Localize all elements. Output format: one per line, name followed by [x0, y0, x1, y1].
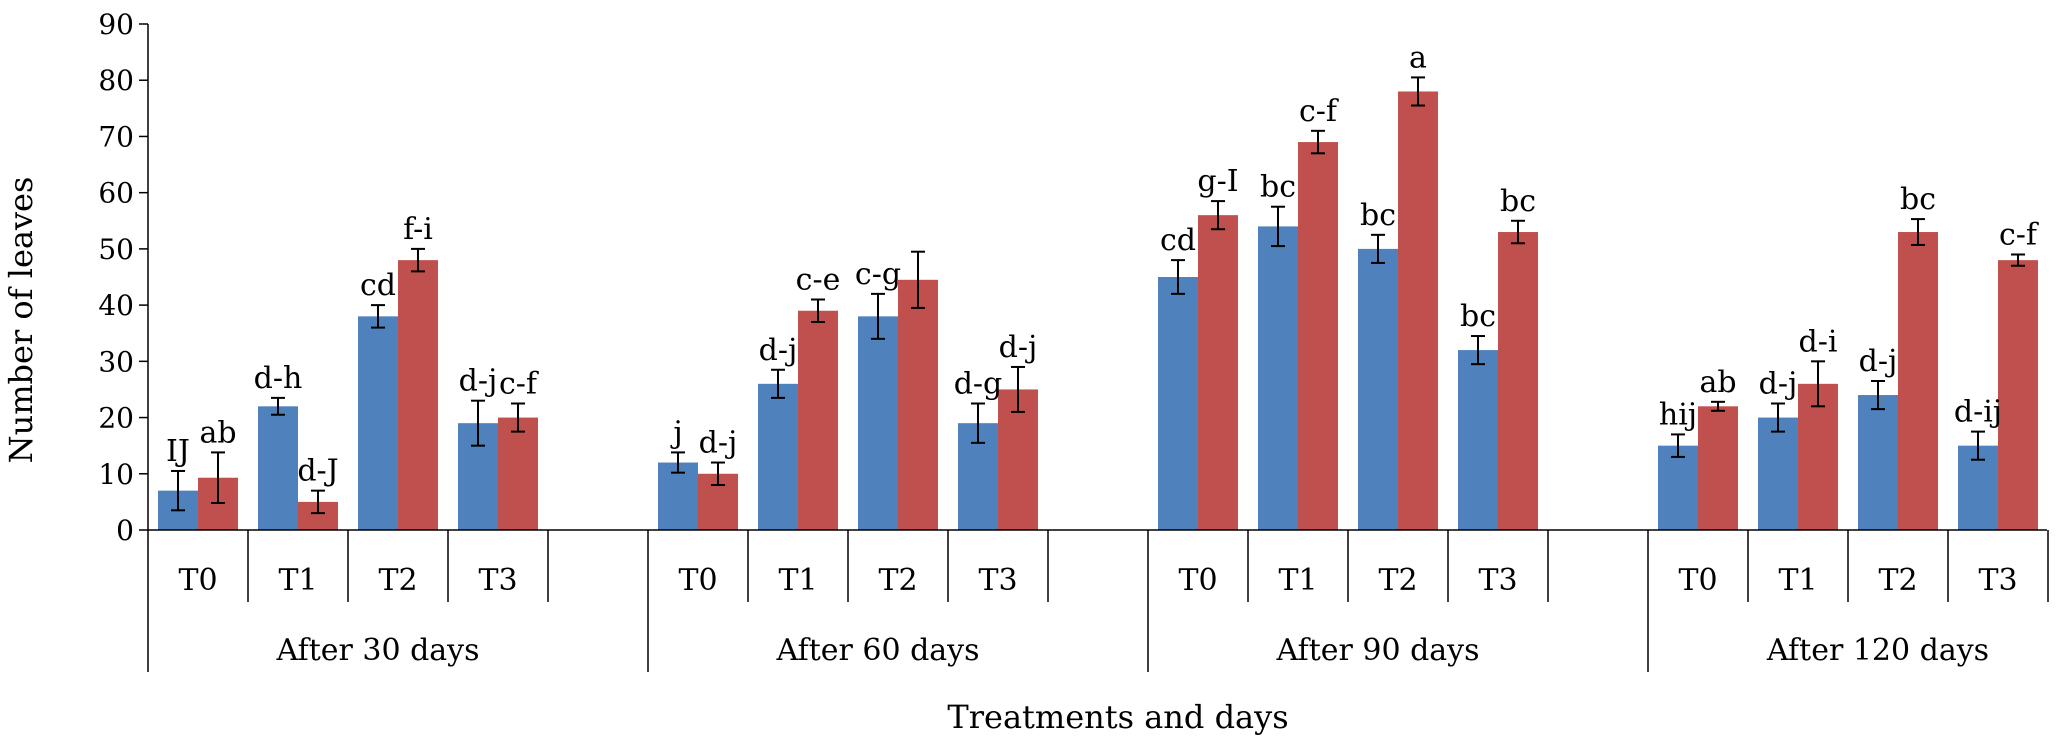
category-label: T2 — [378, 563, 417, 598]
y-tick-label: 90 — [98, 8, 134, 41]
bar-series1 — [1758, 417, 1798, 530]
y-tick-label: 0 — [116, 514, 134, 547]
category-label: T2 — [1378, 563, 1417, 598]
y-tick-label: 20 — [98, 402, 134, 435]
bar-series2 — [1898, 232, 1938, 530]
significance-label: d-j — [1859, 344, 1898, 379]
y-tick-label: 30 — [98, 345, 134, 378]
significance-label: f-i — [403, 212, 433, 247]
bar-series1 — [1358, 248, 1398, 530]
category-label: T1 — [1278, 563, 1317, 598]
y-tick-label: 40 — [98, 289, 134, 322]
x-axis-title: Treatments and days — [947, 698, 1288, 736]
category-label: T2 — [878, 563, 917, 598]
significance-label: bc — [1900, 182, 1936, 217]
bar-series2 — [898, 279, 938, 530]
bar-series1 — [1658, 445, 1698, 530]
group-label: After 60 days — [775, 633, 979, 668]
bar-series1 — [258, 406, 298, 530]
significance-label: c-f — [1299, 94, 1339, 129]
category-label: T3 — [1978, 563, 2017, 598]
x-axis: After 30 days T0 T1 T2 T3 After 60 days T0 T1 T2… — [147, 529, 2049, 672]
significance-label: a — [1409, 40, 1427, 75]
bar-series2 — [1198, 215, 1238, 530]
significance-label: d-J — [297, 454, 338, 489]
significance-label: c-f — [1999, 218, 2039, 253]
significance-label: d-j — [699, 426, 738, 461]
bar-series2 — [498, 417, 538, 530]
significance-label: ab — [199, 415, 236, 450]
significance-label: hij — [1659, 397, 1697, 432]
bar-series1 — [1258, 226, 1298, 530]
significance-label: d-g — [954, 367, 1003, 402]
significance-label: cd — [1160, 223, 1196, 258]
bar-series1 — [858, 316, 898, 530]
bar-series2 — [1298, 142, 1338, 531]
category-label: T0 — [1678, 563, 1717, 598]
group-label: After 30 days — [275, 633, 479, 668]
significance-label: bc — [1460, 299, 1496, 334]
category-label: T0 — [678, 563, 717, 598]
category-label: T1 — [778, 563, 817, 598]
significance-label: c-e — [796, 262, 841, 297]
bar-series2 — [1398, 91, 1438, 530]
bar-series2 — [1998, 260, 2038, 530]
significance-label: j — [670, 415, 682, 450]
group-label: After 120 days — [1766, 633, 1989, 668]
significance-label: IJ — [166, 434, 190, 469]
bar-series2 — [1698, 406, 1738, 530]
bar-series2 — [1498, 232, 1538, 530]
bar-series1 — [1458, 350, 1498, 530]
significance-label: cd — [360, 268, 396, 303]
category-label: T2 — [1878, 563, 1917, 598]
significance-label: d-h — [254, 361, 303, 396]
bar-series2 — [798, 310, 838, 530]
y-tick-label: 60 — [98, 177, 134, 210]
significance-label: d-j — [459, 364, 498, 399]
y-tick-label: 70 — [98, 120, 134, 153]
bar-series1 — [358, 316, 398, 530]
significance-label: bc — [1500, 184, 1536, 219]
category-label: T3 — [478, 563, 517, 598]
bar-series1 — [1158, 277, 1198, 530]
significance-label: bc — [1260, 170, 1296, 205]
bar-series1 — [758, 383, 798, 530]
category-label: T1 — [1778, 563, 1817, 598]
significance-label: d-j — [1759, 367, 1798, 402]
significance-label: d-i — [1799, 324, 1838, 359]
y-axis: 0 10 20 30 40 50 60 70 80 90 — [98, 8, 149, 547]
y-tick-label: 80 — [98, 64, 134, 97]
group-label: After 90 days — [1275, 633, 1479, 668]
y-tick-label: 10 — [98, 458, 134, 491]
category-label: T3 — [1478, 563, 1517, 598]
category-label: T3 — [978, 563, 1017, 598]
bar-series2 — [398, 260, 438, 530]
category-label: T0 — [178, 563, 217, 598]
significance-label: g-I — [1197, 164, 1238, 199]
significance-label: bc — [1360, 198, 1396, 233]
significance-label: d-j — [759, 333, 798, 368]
category-label: T0 — [1178, 563, 1217, 598]
category-label: T1 — [278, 563, 317, 598]
significance-label: c-f — [499, 367, 539, 402]
y-axis-title: Number of leaves — [2, 177, 40, 464]
significance-label: c-g — [855, 257, 901, 292]
bar-series1 — [1858, 395, 1898, 530]
y-tick-label: 50 — [98, 233, 134, 266]
significance-label: ab — [1699, 365, 1736, 400]
significance-label: d-j — [999, 330, 1038, 365]
significance-label: d-ij — [1954, 395, 2002, 430]
bar-series1 — [658, 462, 698, 530]
bar-series2 — [1798, 383, 1838, 530]
